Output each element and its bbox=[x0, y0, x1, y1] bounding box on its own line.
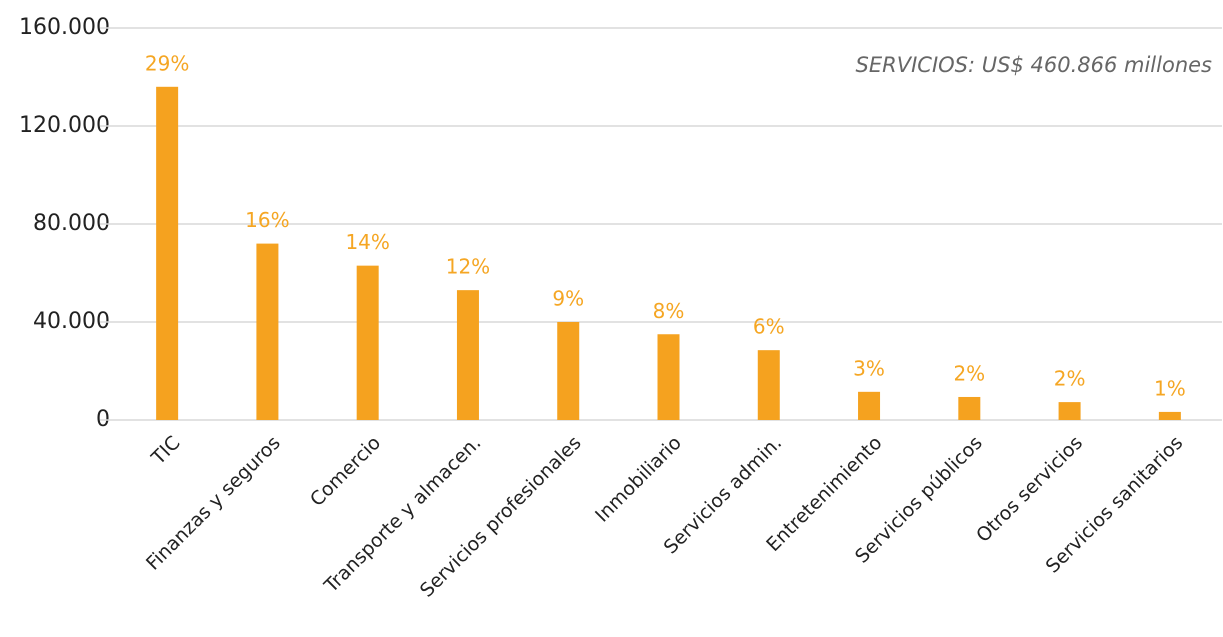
bar-label: 16% bbox=[245, 208, 289, 232]
y-tick-label: 80.000 bbox=[33, 211, 110, 236]
y-tick-label: 160.000 bbox=[19, 15, 110, 40]
annotation: SERVICIOS: US$ 460.866 millones bbox=[856, 53, 1213, 77]
x-tick-label: Inmobiliario bbox=[591, 432, 686, 527]
x-tick-label: Comercio bbox=[306, 432, 385, 511]
bar-label: 1% bbox=[1154, 376, 1186, 400]
bar-label: 14% bbox=[345, 230, 389, 254]
bar bbox=[1158, 411, 1181, 420]
bar-label: 9% bbox=[552, 287, 584, 311]
x-tick-label: Servicios profesionales bbox=[416, 432, 586, 602]
bar-label: 2% bbox=[1054, 367, 1086, 391]
bar-label: 29% bbox=[145, 51, 189, 75]
bar bbox=[256, 243, 279, 420]
bar bbox=[757, 350, 780, 420]
bar bbox=[1058, 402, 1081, 420]
y-tick-label: 120.000 bbox=[19, 113, 110, 138]
x-tick-label: TIC bbox=[147, 432, 185, 470]
bar bbox=[356, 265, 379, 420]
bar bbox=[557, 322, 580, 420]
bar bbox=[657, 334, 680, 420]
bar-label: 12% bbox=[446, 255, 490, 279]
bar bbox=[156, 86, 179, 421]
x-tick-label: Otros servicios bbox=[972, 432, 1087, 547]
bar bbox=[858, 391, 881, 420]
bar bbox=[958, 396, 981, 420]
bar-label: 2% bbox=[953, 361, 985, 385]
bar-label: 8% bbox=[653, 299, 685, 323]
y-tick-label: 40.000 bbox=[33, 309, 110, 334]
bar bbox=[456, 290, 479, 420]
bar-label: 3% bbox=[853, 356, 885, 380]
bar-label: 6% bbox=[753, 315, 785, 339]
